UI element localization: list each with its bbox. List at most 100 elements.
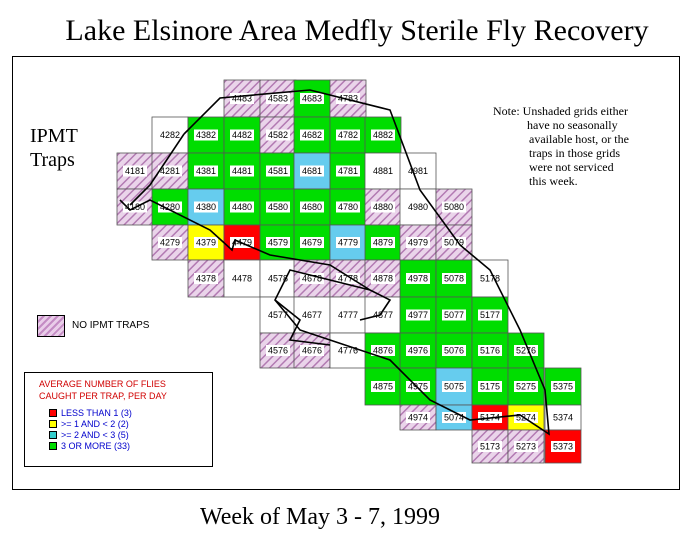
grid-cell-4581: 4581: [259, 152, 297, 190]
grid-label: 4781: [338, 166, 358, 176]
grid-label-bg: [194, 165, 218, 177]
grid-label: 4881: [373, 166, 393, 176]
grid-cell-4582: 4582: [259, 116, 297, 154]
grid-cell-4782: 4782: [329, 116, 367, 154]
grid-cell-4881: 4881: [364, 152, 402, 190]
grid-label: 4282: [160, 130, 180, 140]
grid-cell-4878: 4878: [364, 259, 402, 298]
grid-label-bg: [158, 237, 182, 248]
grid-label-bg: [194, 273, 218, 284]
grid-label: 4780: [338, 202, 358, 212]
legend-swatch-cyan: [49, 431, 57, 439]
grid-label: 4977: [408, 310, 428, 320]
map-title: Lake Elsinore Area Medfly Sterile Fly Re…: [65, 14, 649, 47]
grid-label-bg: [442, 273, 466, 284]
grid-cell-4777: 4777: [329, 296, 367, 334]
grid-cell-4480: 4480: [223, 188, 261, 226]
grid-cell-4683: 4683: [293, 79, 331, 118]
grid-cell-5374: 5374: [544, 404, 582, 431]
grid-label: 4978: [408, 274, 428, 284]
grid-label: 4879: [373, 238, 393, 248]
grid-cell-5075: 5075: [435, 367, 473, 406]
no-trap-label: NO IPMT TRAPS: [72, 320, 150, 331]
grid-label: 5173: [480, 442, 500, 452]
grid-label-bg: [371, 345, 395, 356]
grid-label: 4981: [408, 166, 428, 176]
grid-cell-4780: 4780: [329, 188, 367, 226]
grid-label-bg: [514, 345, 538, 356]
grid-label-bg: [478, 441, 502, 452]
grid-label-bg: [158, 201, 182, 213]
grid-cell-4876: 4876: [364, 332, 402, 369]
grid-cell-4281: 4281: [151, 152, 189, 190]
grid-label-bg: [371, 201, 395, 213]
grid-label-bg: [406, 273, 430, 284]
grid-label: 4280: [160, 202, 180, 212]
grid-label-bg: [336, 93, 360, 104]
map-note: Note: Unshaded grids either have no seas…: [493, 104, 629, 188]
grid-label: 4578: [268, 274, 288, 284]
grid-label: 4877: [373, 310, 393, 320]
grid-label-bg: [266, 129, 290, 141]
grid-cell-4478: 4478: [223, 259, 261, 298]
grid-label: 5276: [516, 346, 536, 356]
grid-cell-5173: 5173: [471, 429, 509, 464]
grid-label-bg: [478, 273, 502, 284]
grid-label-bg: [551, 441, 575, 452]
grid-label: 4676: [302, 346, 322, 356]
week-label: Week of May 3 - 7, 1999: [199, 504, 440, 530]
grid-label-bg: [478, 381, 502, 392]
grid-label-bg: [230, 201, 254, 213]
grid-label-bg: [194, 129, 218, 141]
grid-label: 4480: [232, 202, 252, 212]
grid-label: 4481: [232, 166, 252, 176]
grid-label-bg: [300, 129, 324, 141]
grid-cell-4379: 4379: [187, 224, 225, 261]
grid-cell-4679: 4679: [293, 224, 331, 261]
grid-label: 5177: [480, 310, 500, 320]
grid-cell-4979: 4979: [399, 224, 437, 261]
grid-label-bg: [371, 309, 395, 321]
grid-cell-4974: 4974: [399, 404, 437, 431]
grid-cell-5076: 5076: [435, 332, 473, 369]
area-boundary: [119, 89, 550, 436]
grid-label: 4681: [302, 166, 322, 176]
grid-label: 4876: [373, 346, 393, 356]
grid-label: 4482: [232, 130, 252, 140]
grid-label-bg: [230, 273, 254, 284]
grid-label: 4979: [408, 238, 428, 248]
legend-row: LESS THAN 1 (3): [49, 408, 132, 418]
grid-label-bg: [406, 165, 430, 177]
grid-label: 5074: [444, 413, 464, 423]
grid-label: 5077: [444, 310, 464, 320]
grid-label-bg: [336, 237, 360, 248]
grid-label: 4378: [196, 274, 216, 284]
grid-label-bg: [371, 273, 395, 284]
grid-cell-4381: 4381: [187, 152, 225, 190]
grid-cell-4882: 4882: [364, 116, 402, 154]
grid-label: 5275: [516, 382, 536, 392]
grid-cell-4677: 4677: [293, 296, 331, 334]
grid-label-bg: [551, 412, 575, 423]
grid-cell-4877: 4877: [364, 296, 402, 334]
grid-label: 4580: [268, 202, 288, 212]
grid-cell-4779: 4779: [329, 224, 367, 261]
map-frame: [12, 56, 680, 490]
grid-cell-5177: 5177: [471, 296, 509, 334]
grid-cell-4579: 4579: [259, 224, 297, 261]
grid-cell-4181: 4181: [116, 152, 154, 190]
grid-label: 4777: [338, 310, 358, 320]
legend-row: >= 1 AND < 2 (2): [49, 419, 129, 429]
grid-label-bg: [266, 345, 290, 356]
grid-cell-4280: 4280: [151, 188, 189, 226]
grid-cell-4380: 4380: [187, 188, 225, 226]
grid-label-bg: [406, 412, 430, 423]
grid-cell-4578: 4578: [259, 259, 297, 298]
grid-cell-5079: 5079: [435, 224, 473, 261]
grid-label-bg: [336, 165, 360, 177]
grid-label-bg: [336, 129, 360, 141]
grid-cell-4879: 4879: [364, 224, 402, 261]
grid-label-bg: [371, 237, 395, 248]
grid-label-bg: [442, 309, 466, 321]
grid-label-bg: [158, 165, 182, 177]
